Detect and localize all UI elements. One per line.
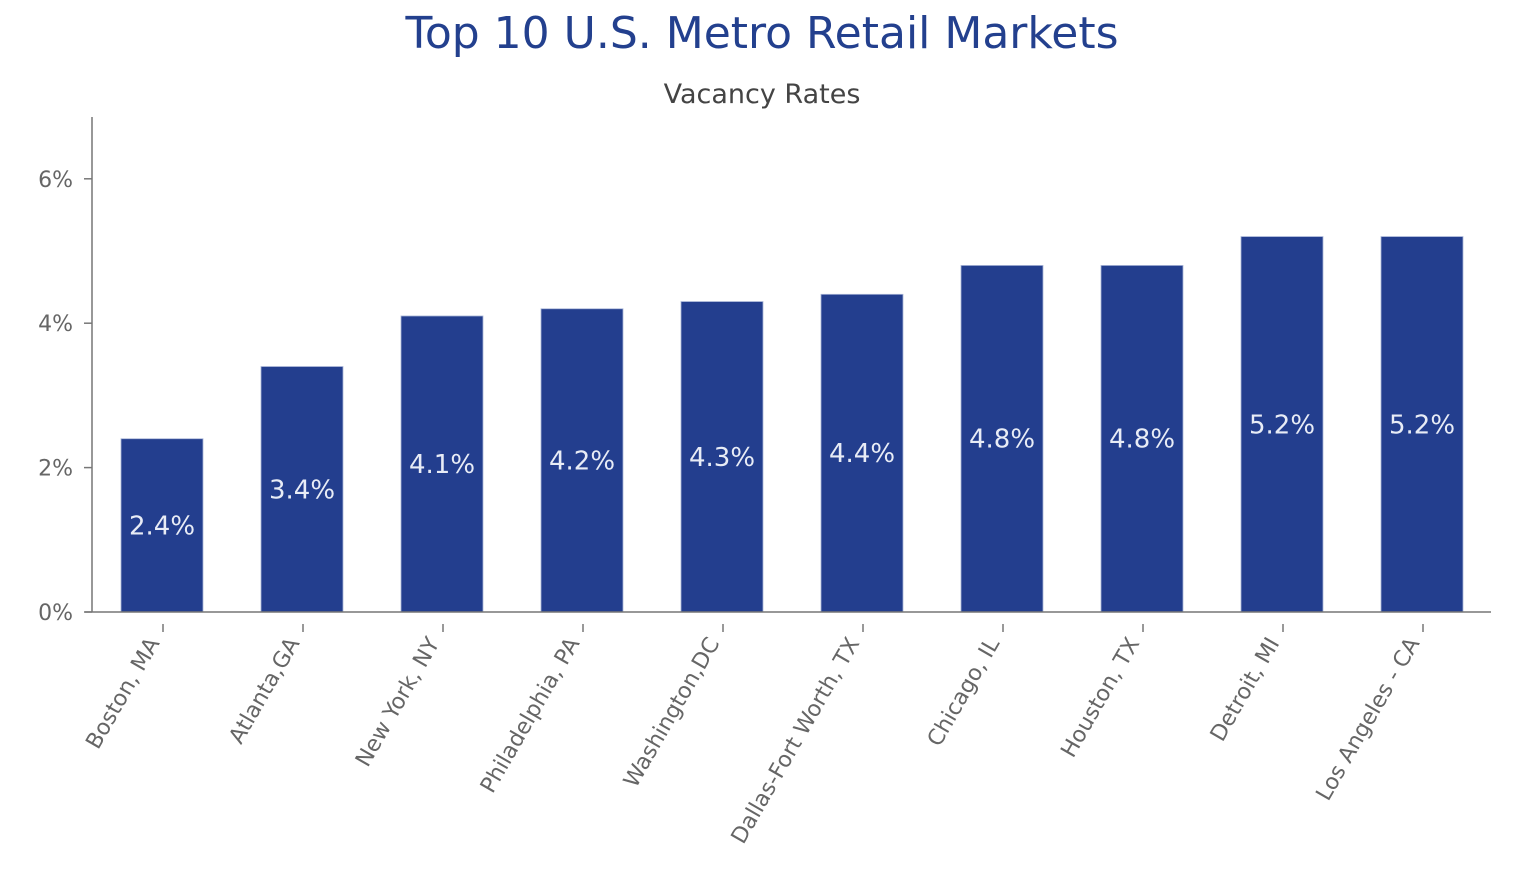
bar (540, 308, 624, 613)
x-tick-label: Boston, MA (82, 634, 166, 754)
x-tick-label: Chicago, IL (923, 633, 1006, 751)
bar (120, 438, 204, 613)
data-label: 3.4% (269, 475, 335, 505)
data-label: 4.8% (969, 425, 1035, 455)
bar (820, 293, 904, 613)
bar (680, 301, 764, 613)
bar (260, 366, 344, 613)
data-label: 4.8% (1109, 425, 1175, 455)
data-label: 4.4% (829, 439, 895, 469)
x-tick-label: New York, NY (351, 633, 445, 771)
x-tick-label: Los Angeles - CA (1312, 634, 1426, 806)
data-label: 5.2% (1389, 410, 1455, 440)
bar (1380, 236, 1464, 613)
data-label: 4.3% (689, 443, 755, 473)
chart-title: Top 10 U.S. Metro Retail Markets (404, 8, 1118, 59)
data-label: 2.4% (129, 511, 195, 541)
data-label: 4.2% (549, 446, 615, 476)
chart-subtitle: Vacancy Rates (664, 79, 861, 110)
x-tick-label: Dallas-Fort Worth, TX (727, 634, 865, 849)
data-label: 5.2% (1249, 410, 1315, 440)
x-tick-label: Atlanta,GA (225, 634, 306, 749)
y-tick-label: 2% (38, 457, 73, 482)
bar (960, 265, 1044, 613)
data-label: 4.1% (409, 450, 475, 480)
bar (400, 315, 484, 613)
y-tick-label: 6% (38, 168, 73, 193)
x-tick-label: Houston, TX (1057, 634, 1146, 762)
x-tick-label: Philadelphia, PA (476, 634, 585, 798)
bar (1100, 265, 1184, 613)
x-tick-label: Detroit, MI (1206, 634, 1285, 746)
y-tick-label: 0% (38, 601, 73, 626)
x-tick-label: Washington,DC (619, 634, 725, 792)
y-tick-label: 4% (38, 312, 73, 337)
